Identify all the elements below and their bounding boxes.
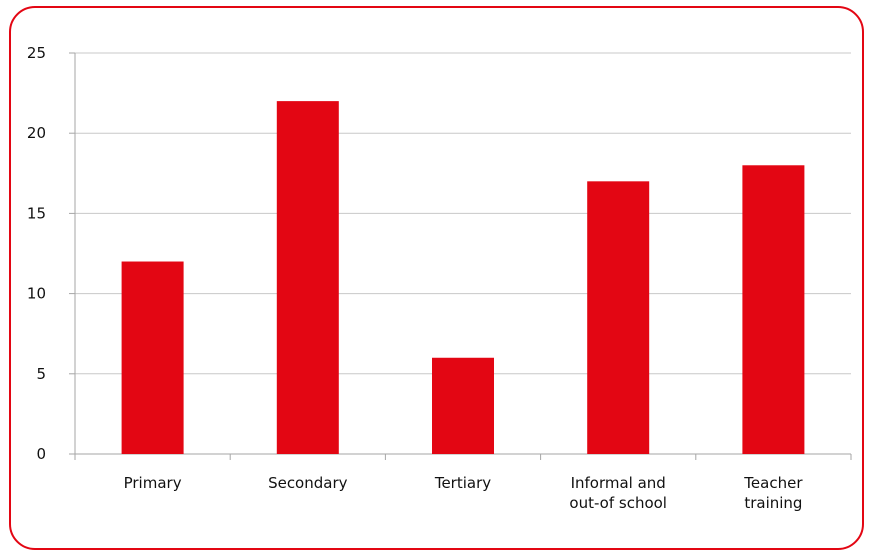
x-category-label-line: out-of school	[569, 494, 667, 512]
y-tick-label: 0	[36, 445, 46, 463]
x-category-label: Tertiary	[434, 474, 491, 492]
bars	[121, 101, 805, 455]
x-category-label-line: Tertiary	[434, 474, 491, 492]
x-category-label-line: Informal and	[571, 474, 666, 492]
x-category-label-line: Teacher	[743, 474, 803, 492]
x-category-label: Informal and out-of school	[569, 474, 667, 512]
y-tick-label: 20	[27, 124, 46, 142]
gridlines	[75, 52, 851, 375]
x-category-label-line: training	[744, 494, 802, 512]
bar	[121, 261, 184, 454]
y-tick-label: 15	[27, 204, 46, 222]
y-axis-tick-labels: 0 5 10 15 20 25	[27, 44, 46, 463]
y-tick-label: 10	[27, 285, 46, 303]
bar	[587, 181, 650, 454]
bar	[432, 357, 494, 454]
bar	[276, 101, 339, 455]
x-category-label: Teacher training	[743, 474, 803, 512]
y-tick-label: 5	[36, 365, 46, 383]
x-category-label-line: Secondary	[268, 474, 348, 492]
x-category-label: Secondary	[268, 474, 348, 492]
x-category-label-line: Primary	[124, 474, 182, 492]
y-tick-label: 25	[27, 44, 46, 62]
x-category-label: Primary	[124, 474, 182, 492]
x-axis-category-labels: Primary Secondary Tertiary Informal and out-…	[124, 474, 804, 512]
bar	[742, 165, 805, 454]
